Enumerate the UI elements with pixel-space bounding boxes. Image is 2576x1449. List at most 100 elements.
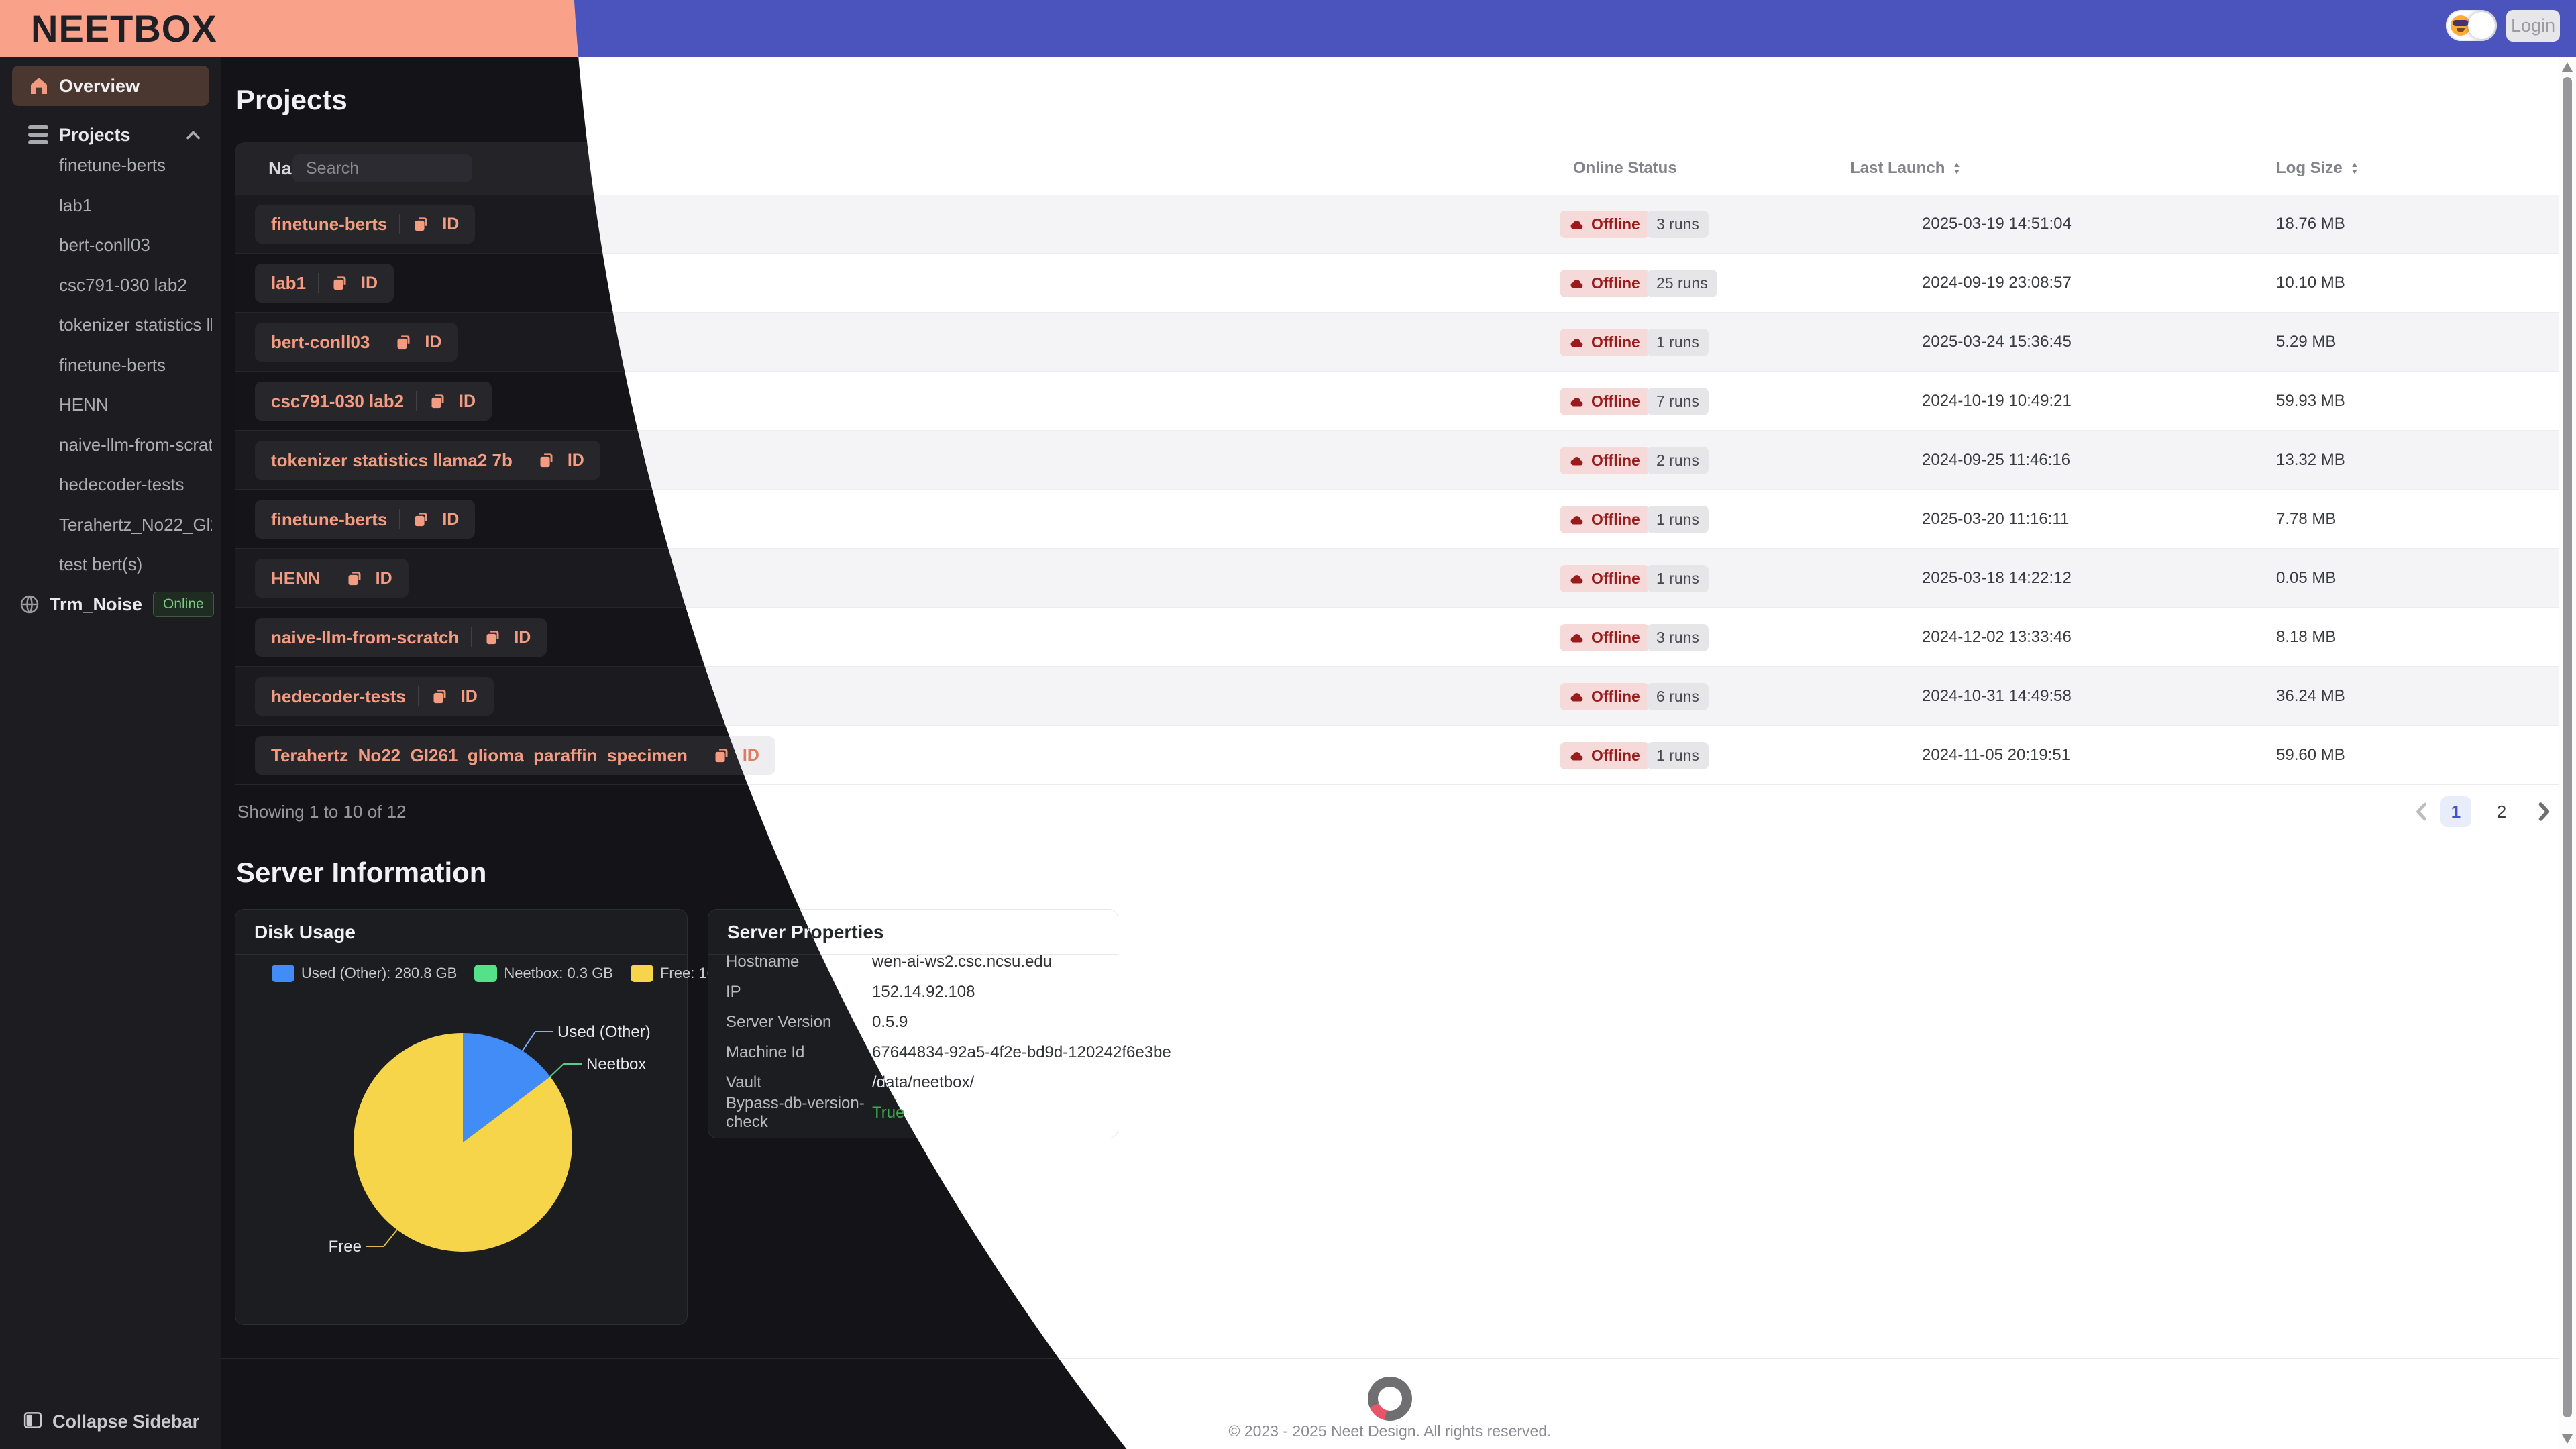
runs-badge: 6 runs — [1647, 683, 1709, 710]
copy-icon[interactable] — [537, 451, 555, 470]
vertical-scrollbar[interactable] — [2559, 57, 2576, 1449]
copy-id-button[interactable]: ID — [375, 568, 392, 588]
project-name-pill[interactable]: tokenizer statistics llama2 7b ID — [255, 441, 600, 480]
sidebar-project-item[interactable]: finetune-berts — [59, 355, 166, 375]
runs-badge: 2 runs — [1647, 447, 1709, 474]
project-name-pill[interactable]: finetune-berts ID — [255, 205, 476, 244]
sidebar-project-item[interactable]: csc791-030 lab2 — [59, 275, 187, 295]
status-badge: Offline — [1560, 447, 1650, 474]
copy-icon[interactable] — [412, 511, 430, 529]
copy-icon[interactable] — [394, 333, 413, 352]
sidebar-project-item[interactable]: test bert(s) — [59, 554, 143, 574]
disk-usage-legend: Used (Other): 280.8 GB Neetbox: 0.3 GB F… — [272, 965, 769, 982]
project-name-pill[interactable]: naive-llm-from-scratch ID — [255, 618, 547, 657]
project-name-pill[interactable]: csc791-030 lab2 ID — [255, 382, 492, 421]
login-button[interactable]: Login — [2506, 10, 2560, 42]
sidebar-project-item[interactable]: naive-llm-from-scratch — [59, 435, 212, 455]
legend-swatch-blue — [272, 965, 294, 982]
scroll-down-arrow-icon[interactable] — [2562, 1434, 2573, 1444]
table-row[interactable]: HENN ID Offline 1 runs 2025-03-18 14:22:… — [569, 549, 2559, 608]
sidebar-item-projects[interactable]: Projects — [12, 116, 209, 154]
page-1-button[interactable]: 1 — [2440, 796, 2471, 827]
copy-id-button[interactable]: ID — [425, 332, 442, 352]
status-badge: Offline — [1560, 329, 1650, 356]
collapse-sidebar-label: Collapse Sidebar — [52, 1411, 200, 1432]
sidebar-project-item[interactable]: Terahertz_No22_Gl261_gl... — [59, 515, 212, 535]
project-name-pill[interactable]: finetune-berts ID — [255, 500, 476, 539]
status-badge: Offline — [1560, 742, 1650, 769]
sidebar-project-item[interactable]: HENN — [59, 394, 109, 415]
copy-id-button[interactable]: ID — [567, 450, 584, 470]
last-launch-cell: 2024-10-19 10:49:21 — [1922, 392, 2072, 410]
last-launch-column-header[interactable]: Last Launch — [1850, 142, 1962, 195]
last-launch-cell: 2024-11-05 20:19:51 — [1922, 746, 2071, 764]
page-title: Projects — [236, 84, 347, 115]
sidebar: Overview Projects finetune-berts lab1 be… — [0, 57, 221, 1449]
online-status-column-header: Online Status — [1573, 159, 1677, 177]
project-name-pill[interactable]: bert-conll03 ID — [255, 323, 458, 362]
scroll-up-arrow-icon[interactable] — [2562, 62, 2573, 72]
log-size-column-header[interactable]: Log Size — [2276, 142, 2360, 195]
sidebar-item-overview[interactable]: Overview — [12, 66, 209, 106]
copy-icon[interactable] — [484, 629, 502, 647]
log-size-cell: 59.93 MB — [2276, 392, 2345, 410]
scrollbar-thumb[interactable] — [2563, 77, 2572, 1417]
copy-icon[interactable] — [412, 215, 430, 233]
collapse-sidebar-button[interactable]: Collapse Sidebar — [0, 1408, 221, 1435]
table-row[interactable]: finetune-berts ID Offline 3 runs 2025-03… — [569, 195, 2559, 254]
sidebar-item-current-project[interactable]: Trm_Noise Online — [0, 592, 221, 619]
toggle-knob[interactable] — [2468, 12, 2495, 39]
copy-id-button[interactable]: ID — [361, 273, 378, 292]
copy-icon[interactable] — [431, 688, 449, 706]
list-icon — [28, 125, 48, 148]
log-size-cell: 10.10 MB — [2276, 274, 2345, 292]
copy-id-button[interactable]: ID — [459, 391, 476, 411]
project-name-pill[interactable]: HENN ID — [255, 559, 409, 598]
copy-id-button[interactable]: ID — [460, 686, 478, 706]
table-row[interactable]: hedecoder-tests ID Offline 6 runs 2024-1… — [569, 667, 2559, 726]
theme-toggle[interactable] — [2446, 10, 2497, 41]
cloud-offline-icon — [1570, 574, 1583, 583]
cloud-offline-icon — [1570, 515, 1583, 524]
current-project-name: Trm_Noise — [50, 594, 143, 614]
project-name-pill[interactable]: lab1 ID — [255, 264, 394, 303]
search-input[interactable] — [292, 154, 472, 182]
table-body: finetune-berts ID Offline 3 runs 2025-03… — [569, 195, 2559, 785]
log-size-cell: 0.05 MB — [2276, 569, 2337, 587]
copy-icon[interactable] — [345, 570, 364, 588]
table-row[interactable]: bert-conll03 ID Offline 1 runs 2025-03-2… — [569, 313, 2559, 372]
copy-icon[interactable] — [429, 392, 447, 411]
legend-swatch-yellow — [630, 965, 653, 982]
copy-id-button[interactable]: ID — [442, 509, 460, 529]
table-row[interactable]: lab1 ID Offline 25 runs 2024-09-19 23:08… — [569, 254, 2559, 313]
cloud-offline-icon — [1570, 692, 1583, 701]
log-size-cell: 5.29 MB — [2276, 333, 2337, 351]
sidebar-project-item[interactable]: tokenizer statistics llama... — [59, 315, 212, 335]
last-launch-cell: 2025-03-19 14:51:04 — [1922, 215, 2072, 233]
table-row[interactable]: csc791-030 lab2 ID Offline 7 runs 2024-1… — [569, 372, 2559, 431]
chevron-up-icon[interactable] — [184, 126, 203, 148]
table-row[interactable]: naive-llm-from-scratch ID Offline 3 runs… — [569, 608, 2559, 667]
project-name-pill[interactable]: hedecoder-tests ID — [255, 677, 494, 716]
divider — [235, 954, 687, 955]
next-page-button[interactable] — [2529, 797, 2559, 826]
status-badge: Offline — [1560, 683, 1650, 710]
sidebar-project-item[interactable]: bert-conll03 — [59, 235, 150, 255]
copy-id-button[interactable]: ID — [514, 627, 531, 647]
sidebar-project-item[interactable]: lab1 — [59, 195, 93, 215]
project-name-pill[interactable]: Terahertz_No22_Gl261_glioma_paraffin_spe… — [255, 736, 775, 775]
online-status-badge: Online — [153, 592, 214, 617]
sidebar-project-item[interactable]: hedecoder-tests — [59, 474, 184, 494]
cloud-offline-icon — [1570, 220, 1583, 229]
copy-id-button[interactable]: ID — [742, 745, 759, 765]
sidebar-project-item[interactable]: finetune-berts — [59, 155, 166, 175]
page-2-button[interactable]: 2 — [2496, 802, 2507, 822]
status-badge: Offline — [1560, 270, 1650, 297]
table-row[interactable]: finetune-berts ID Offline 1 runs 2025-03… — [569, 490, 2559, 549]
copy-icon[interactable] — [712, 747, 731, 765]
last-launch-cell: 2024-12-02 13:33:46 — [1922, 628, 2072, 646]
copy-id-button[interactable]: ID — [442, 214, 460, 233]
copy-icon[interactable] — [331, 274, 349, 292]
previous-page-button[interactable] — [2407, 797, 2436, 826]
sort-icon — [2352, 162, 2357, 174]
